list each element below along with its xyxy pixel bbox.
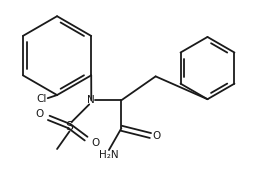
Text: Cl: Cl (36, 94, 47, 104)
Text: O: O (91, 138, 99, 148)
Text: O: O (153, 131, 161, 140)
Text: N: N (88, 95, 95, 105)
Text: H₂N: H₂N (99, 150, 119, 160)
Text: O: O (35, 109, 43, 119)
Text: S: S (65, 120, 73, 133)
